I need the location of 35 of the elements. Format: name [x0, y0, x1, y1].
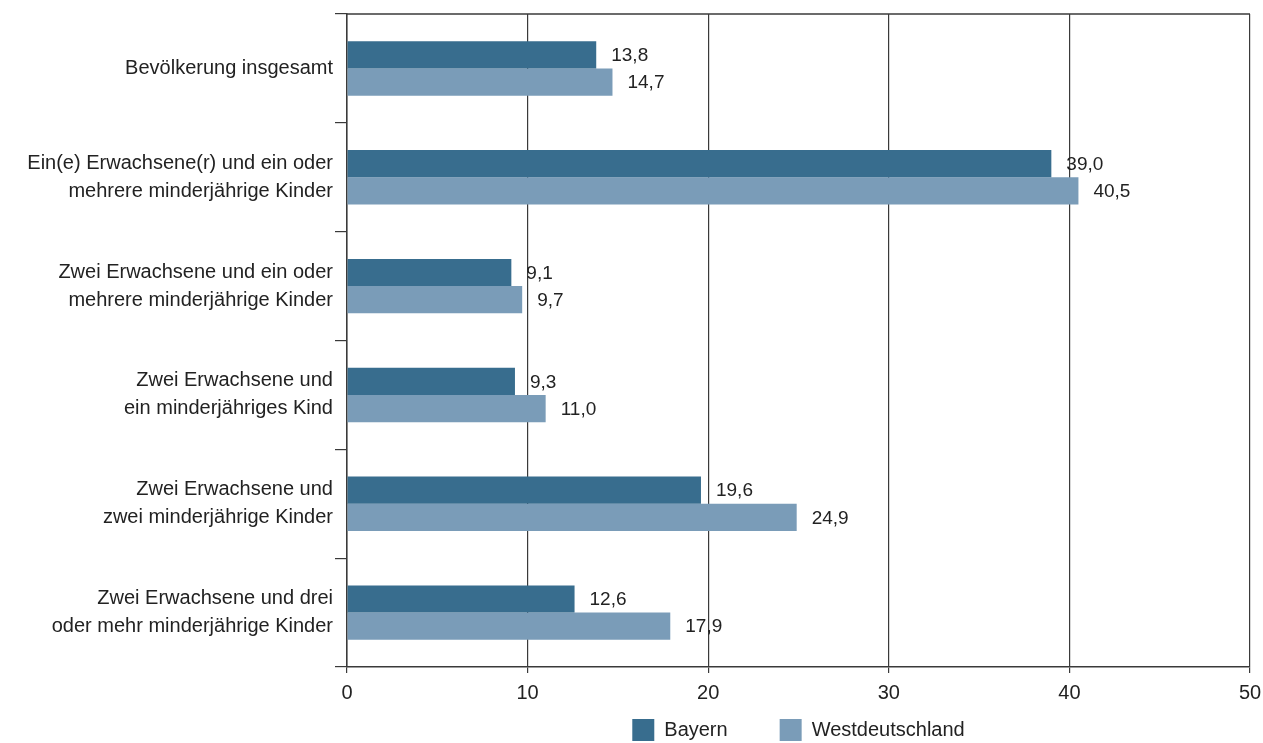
bar — [347, 286, 523, 314]
data-label: 13,8 — [611, 44, 649, 66]
y-tick-label: Zwei Erwachsene und zwei minderjährige Kinder — [102, 477, 334, 528]
data-label: 9,3 — [529, 370, 557, 392]
bar — [347, 150, 1052, 178]
data-label: 19,6 — [715, 479, 753, 501]
data-label: 12,6 — [589, 588, 627, 610]
data-label: 14,7 — [627, 71, 665, 93]
data-label: 40,5 — [1093, 180, 1131, 202]
legend-label: Westdeutschland — [811, 717, 965, 740]
y-tick-label: Ein(e) Erwachsene(r) und ein oder mehrere minderjährige Kinder — [27, 150, 334, 201]
bar — [347, 41, 597, 69]
bar — [347, 68, 613, 96]
legend-label: Bayern — [664, 717, 728, 740]
bar — [347, 394, 546, 423]
data-label: 9,7 — [537, 288, 564, 310]
x-tick-label: 30 — [877, 680, 900, 703]
data-label: 24,9 — [811, 506, 849, 528]
y-tick-label: Bevölkerung insgesamt — [125, 55, 334, 78]
bar — [347, 367, 515, 395]
y-tick-label: Zwei Erwachsene und drei oder mehr minderjährige Kinder — [51, 586, 334, 637]
bar — [347, 258, 512, 287]
x-tick-label: 50 — [1238, 680, 1262, 703]
bar — [347, 177, 1079, 205]
x-tick-label: 0 — [341, 680, 353, 703]
x-tick-label: 40 — [1058, 680, 1081, 703]
x-tick-label: 20 — [697, 680, 720, 703]
bar — [347, 612, 671, 640]
bar — [347, 476, 701, 504]
y-tick-label: Zwei Erwachsene und ein oder mehrere minderjährige Kinder — [58, 259, 334, 310]
x-tick-label: 10 — [516, 680, 539, 703]
y-tick-label: Zwei Erwachsene und ein minderjähriges Kind — [123, 368, 333, 419]
data-label: 11,0 — [560, 397, 597, 419]
bar — [347, 585, 575, 613]
bar — [347, 503, 797, 531]
